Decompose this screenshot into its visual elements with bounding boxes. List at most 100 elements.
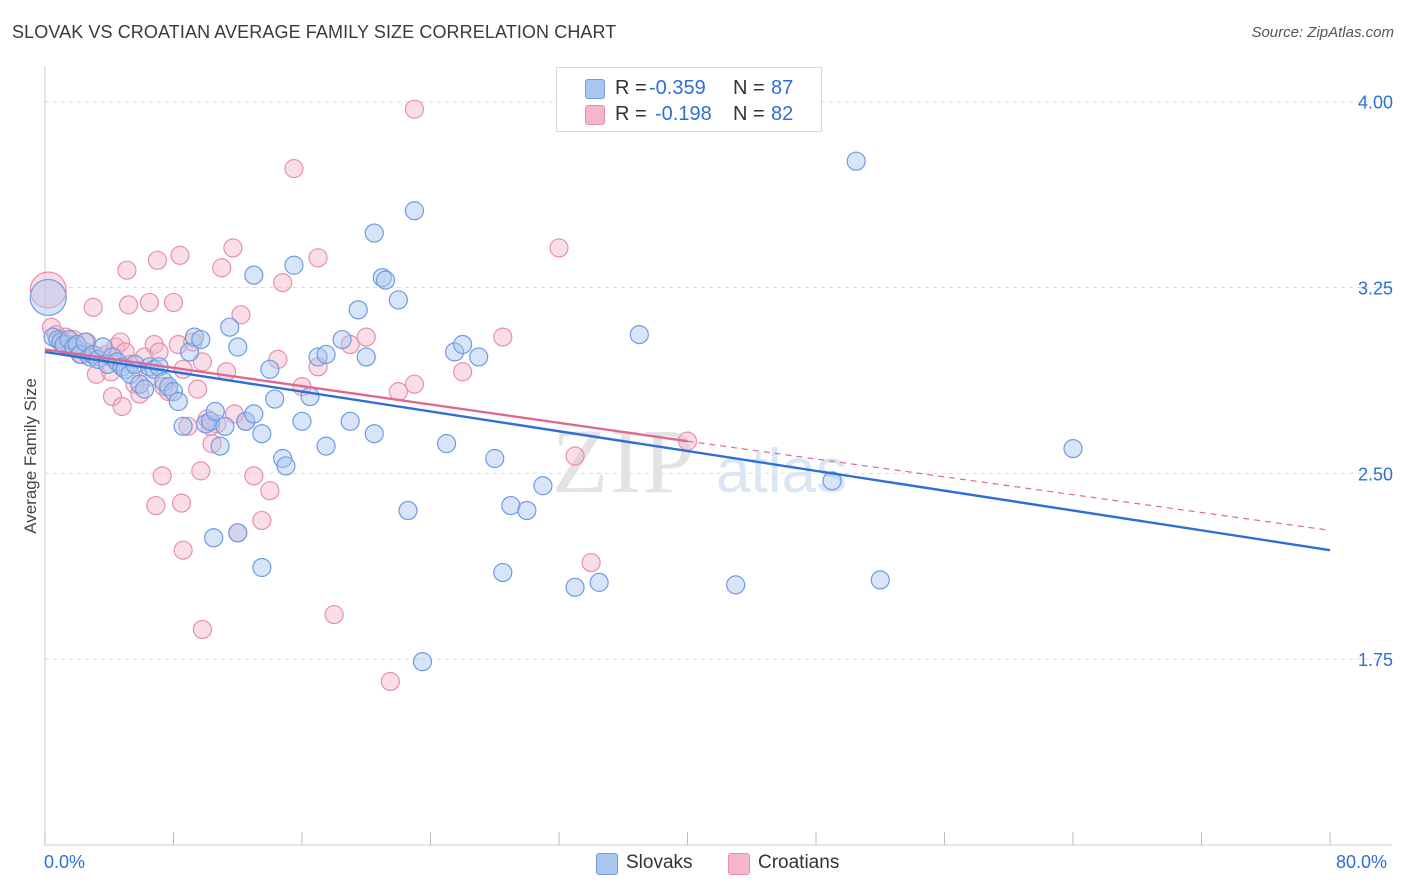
y-tick-label-1: 2.50 bbox=[1358, 464, 1393, 484]
n-value: 87 bbox=[771, 77, 794, 99]
slovaks-point bbox=[846, 151, 866, 171]
slovaks-point bbox=[163, 382, 184, 402]
slovaks-point bbox=[204, 528, 224, 548]
y-tick-label-2: 3.25 bbox=[1358, 279, 1393, 299]
slovaks-point bbox=[375, 270, 396, 290]
slovaks-point bbox=[93, 337, 113, 357]
slovaks-point bbox=[517, 500, 537, 521]
croatians-points bbox=[29, 99, 698, 692]
slovaks-point bbox=[179, 342, 200, 362]
croatians-point bbox=[171, 493, 192, 513]
slovaks-points bbox=[29, 151, 1083, 672]
slovaks-point bbox=[308, 347, 328, 367]
croatians-point bbox=[168, 334, 188, 355]
y-axis-label: Average Family Size bbox=[21, 378, 41, 534]
slovaks-point bbox=[404, 201, 425, 221]
source-label: Source: ZipAtlas.com bbox=[1251, 24, 1394, 41]
n-label: N = bbox=[733, 77, 765, 99]
croatians-point bbox=[147, 250, 168, 270]
r-label: R = bbox=[615, 77, 647, 99]
slovaks-point bbox=[364, 424, 384, 444]
slovaks-point bbox=[870, 570, 890, 590]
slovaks-point bbox=[589, 572, 609, 592]
croatians-point bbox=[549, 238, 569, 258]
correlation-legend: R = -0.359 N = 87 R = -0.198 N = 82 bbox=[556, 67, 822, 132]
n-label: N = bbox=[733, 103, 765, 125]
slovaks-point bbox=[436, 434, 457, 454]
croatians-point bbox=[260, 481, 280, 501]
slovaks-point bbox=[29, 278, 67, 317]
r-label: R = bbox=[615, 103, 647, 125]
y-tick-label-0: 1.75 bbox=[1358, 650, 1393, 670]
croatians-point bbox=[380, 671, 400, 692]
slovaks-point bbox=[485, 448, 505, 469]
slovaks-point bbox=[48, 329, 68, 350]
croatians-legend-label: Croatians bbox=[758, 852, 840, 873]
slovaks-point bbox=[316, 436, 336, 456]
slovaks-point bbox=[444, 342, 465, 362]
slovaks-point bbox=[453, 334, 473, 355]
x-tick-max: 80.0% bbox=[1336, 852, 1388, 872]
slovaks-point bbox=[252, 557, 272, 578]
croatians-point bbox=[565, 446, 585, 466]
croatians-point bbox=[112, 396, 132, 417]
slovaks-point bbox=[210, 436, 230, 456]
croatians-point bbox=[118, 295, 139, 315]
croatians-point bbox=[173, 540, 193, 560]
slovaks-point bbox=[822, 471, 842, 491]
slovaks-point bbox=[300, 386, 320, 407]
slovaks-point bbox=[191, 329, 211, 350]
slovaks-point bbox=[260, 359, 280, 379]
slovaks-point bbox=[244, 404, 264, 424]
chart-title: SLOVAK VS CROATIAN AVERAGE FAMILY SIZE C… bbox=[12, 22, 617, 42]
slovaks-point bbox=[215, 416, 235, 436]
croatians-trend-line bbox=[44, 348, 688, 443]
croatians-point bbox=[152, 466, 172, 486]
slovaks-point bbox=[364, 223, 384, 243]
slovaks-point bbox=[726, 575, 746, 595]
slovaks-point bbox=[265, 389, 285, 409]
croatians-point bbox=[493, 327, 513, 347]
croatians-point bbox=[159, 382, 179, 402]
croatians-point bbox=[117, 260, 137, 280]
slovaks-point bbox=[168, 391, 188, 412]
croatians-point bbox=[29, 271, 67, 309]
croatians-point bbox=[284, 159, 304, 179]
croatians-point bbox=[170, 245, 190, 265]
slovaks-point bbox=[340, 411, 360, 431]
slovaks-legend-swatch bbox=[596, 853, 618, 875]
croatians-point bbox=[404, 99, 425, 119]
slovaks-point bbox=[388, 290, 408, 310]
slovaks-point bbox=[220, 317, 240, 337]
slovaks-point bbox=[276, 456, 296, 476]
slovaks-point bbox=[501, 495, 521, 516]
slovaks-point bbox=[493, 562, 513, 583]
croatians-point bbox=[223, 238, 243, 258]
croatians-point bbox=[273, 272, 293, 293]
slovaks-point bbox=[228, 337, 248, 357]
slovaks-point bbox=[316, 344, 336, 365]
croatians-point bbox=[83, 297, 103, 317]
slovaks-point bbox=[629, 325, 649, 345]
croatians-point bbox=[102, 386, 123, 407]
croatians-point bbox=[192, 619, 213, 640]
slovaks-point bbox=[412, 652, 433, 672]
trend-lines bbox=[44, 348, 1331, 552]
croatians-point bbox=[191, 461, 211, 481]
croatians-point bbox=[268, 349, 288, 369]
slovaks-point bbox=[469, 347, 489, 367]
croatians-point bbox=[139, 292, 160, 313]
x-tick-min: 0.0% bbox=[44, 852, 86, 872]
slovaks-point bbox=[292, 411, 312, 431]
croatians-point bbox=[356, 327, 376, 347]
slovaks-point bbox=[200, 411, 221, 431]
slovaks-point bbox=[173, 416, 193, 436]
legend-row-slovaks: R = -0.359 N = 87 bbox=[557, 76, 821, 102]
croatians-legend-swatch bbox=[728, 853, 750, 875]
slovaks-point bbox=[284, 255, 304, 275]
r-value: -0.359 bbox=[649, 77, 706, 99]
croatians-point bbox=[581, 552, 601, 573]
slovaks-swatch bbox=[585, 79, 605, 99]
croatians-point bbox=[324, 604, 344, 625]
watermark-zip: ZIP bbox=[552, 410, 696, 512]
